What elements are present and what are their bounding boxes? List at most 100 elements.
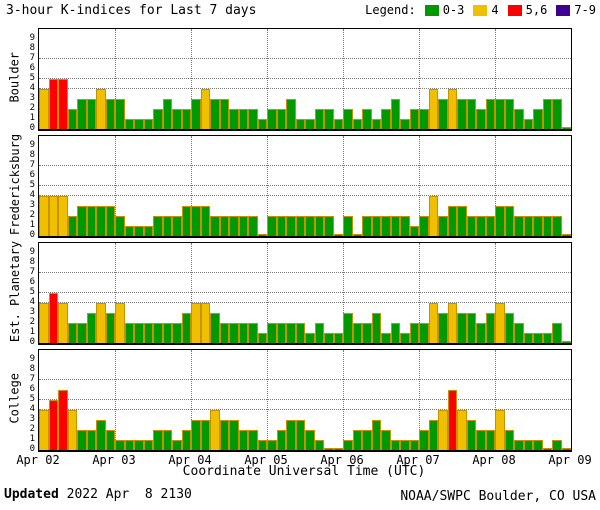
- k-threshold-line-5: [39, 292, 571, 293]
- k-index-bar: [371, 420, 381, 450]
- k-index-bar: [86, 430, 96, 450]
- k-index-bar: [381, 333, 391, 343]
- k-index-bar: [428, 420, 438, 450]
- y-axis-tick-label: 3: [29, 93, 35, 103]
- k-index-bar: [561, 126, 571, 129]
- k-index-bar: [362, 323, 372, 343]
- k-index-bar: [248, 323, 258, 343]
- k-index-bar: [229, 216, 239, 236]
- k-index-bar: [362, 216, 372, 236]
- k-index-bar: [343, 216, 353, 236]
- k-index-bar: [533, 440, 543, 450]
- updated-value: 2022 Apr 8 2130: [58, 487, 192, 502]
- k-index-bar: [286, 216, 296, 236]
- y-axis-tick-label: 6: [29, 277, 35, 287]
- k-index-bar: [314, 323, 324, 343]
- y-axis-tick-label: 9: [29, 247, 35, 257]
- k-index-bar: [447, 390, 457, 450]
- k-index-bar: [485, 430, 495, 450]
- legend-swatch-7-9: [556, 4, 571, 16]
- y-axis-tick-label: 0: [29, 444, 35, 454]
- k-index-bar: [48, 293, 58, 343]
- k-index-bar: [248, 109, 258, 129]
- k-index-bar: [134, 226, 144, 236]
- k-index-bar: [200, 89, 210, 129]
- k-index-bar: [438, 410, 448, 450]
- k-index-bar: [561, 447, 571, 450]
- k-index-bar: [267, 216, 277, 236]
- k-index-bar: [542, 447, 552, 450]
- k-index-bar: [191, 303, 201, 343]
- y-axis-tick-label: 2: [29, 317, 35, 327]
- k-index-bar: [381, 216, 391, 236]
- k-index-bar: [381, 430, 391, 450]
- k-index-bar: [181, 109, 191, 129]
- k-index-bar: [533, 109, 543, 129]
- k-index-bar: [495, 410, 505, 450]
- k-index-bar: [542, 333, 552, 343]
- k-index-bar: [172, 109, 182, 129]
- k-index-bar: [447, 303, 457, 343]
- k-index-bar: [162, 99, 172, 129]
- k-index-bar: [286, 420, 296, 450]
- k-threshold-line-7: [39, 165, 571, 166]
- k-threshold-line-5: [39, 399, 571, 400]
- legend-swatch-5-6: [507, 4, 522, 16]
- k-index-bar: [115, 216, 125, 236]
- panel-college: [38, 349, 572, 452]
- k-index-bar: [105, 430, 115, 450]
- y-axis-tick-label: 8: [29, 43, 35, 53]
- k-index-bar: [286, 99, 296, 129]
- k-index-bar: [181, 206, 191, 236]
- k-index-bar: [400, 119, 410, 129]
- day-gridline: [495, 350, 496, 450]
- day-gridline: [419, 350, 420, 450]
- k-index-bar: [210, 99, 220, 129]
- k-index-bar: [238, 430, 248, 450]
- k-index-bar: [343, 313, 353, 343]
- k-index-bar: [58, 196, 68, 236]
- x-axis-tick-label: Apr 03: [92, 453, 136, 467]
- k-index-bar: [229, 323, 239, 343]
- k-index-bar: [390, 216, 400, 236]
- k-index-bar: [333, 447, 343, 450]
- k-index-bar: [257, 119, 267, 129]
- y-axis-tick-label: 0: [29, 230, 35, 240]
- k-index-bar: [200, 420, 210, 450]
- day-gridline: [343, 136, 344, 236]
- k-index-bar: [409, 109, 419, 129]
- k-index-bar: [381, 109, 391, 129]
- k-index-bar: [305, 216, 315, 236]
- day-gridline: [267, 136, 268, 236]
- k-index-bar: [314, 440, 324, 450]
- k-index-bar: [276, 430, 286, 450]
- legend-item: 0-3: [424, 3, 464, 17]
- y-axis-tick-label: 6: [29, 63, 35, 73]
- k-index-bar: [143, 440, 153, 450]
- k-index-bar: [476, 323, 486, 343]
- k-index-bar: [153, 430, 163, 450]
- k-index-bar: [191, 99, 201, 129]
- k-index-bar: [343, 109, 353, 129]
- day-gridline: [115, 350, 116, 450]
- k-index-bar: [362, 430, 372, 450]
- k-index-bar: [447, 206, 457, 236]
- legend-item: 4: [473, 3, 499, 17]
- k-index-bar: [238, 216, 248, 236]
- k-index-bar: [143, 226, 153, 236]
- k-index-bar: [476, 430, 486, 450]
- day-gridline: [343, 350, 344, 450]
- k-index-bar: [153, 323, 163, 343]
- k-index-bar: [390, 99, 400, 129]
- k-index-bar: [238, 323, 248, 343]
- updated-label: Updated: [4, 487, 59, 502]
- k-index-bar: [504, 430, 514, 450]
- k-index-bar: [124, 440, 134, 450]
- y-axis-tick-label: 8: [29, 257, 35, 267]
- panel-fredericksburg: [38, 135, 572, 238]
- k-index-bar: [67, 323, 77, 343]
- day-gridline: [495, 136, 496, 236]
- k-index-bar: [134, 440, 144, 450]
- x-axis-tick-label: Apr 02: [16, 453, 60, 467]
- k-index-bar: [485, 216, 495, 236]
